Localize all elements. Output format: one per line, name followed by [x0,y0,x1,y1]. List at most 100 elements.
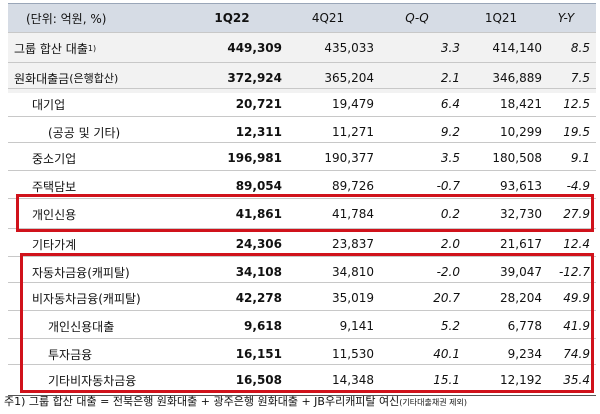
cell-yy: 49.9 [563,291,590,305]
cell-4q21: 190,377 [324,151,374,165]
cell-yy: 8.5 [570,41,590,55]
row-label: 그룹 합산 대출 1) [8,33,188,63]
table-row: 기타비자동차금융 16,508 14,348 15.1 12,192 35.4 [8,364,596,396]
table-header: (단위: 억원, %) 1Q22 4Q21 Q-Q 1Q21 Y-Y [8,3,596,33]
table-row: 그룹 합산 대출 1) 449,309 435,033 3.3 414,140 8… [8,32,596,63]
cell-1q22: 42,278 [235,291,282,305]
cell-qq: 20.7 [433,291,460,305]
header-yy: Y-Y [557,11,575,25]
footnote-marker: 1) [87,43,97,53]
cell-yy: 7.5 [570,71,590,85]
cell-4q21: 41,784 [332,207,374,221]
cell-qq: 15.1 [433,373,460,387]
table-row: 주택담보 89,054 89,726 -0.7 93,613 -4.9 [8,170,596,201]
row-label: 투자금융 [48,347,93,362]
cell-yy: 74.9 [563,347,590,361]
unit-label: (단위: 억원, %) [26,11,107,26]
cell-4q21: 34,810 [332,265,374,279]
table-row: (공공 및 기타) 12,311 11,271 9.2 10,299 19.5 [8,116,596,147]
table-row: 자동차금융(캐피탈) 34,108 34,810 -2.0 39,047 -12… [8,256,596,287]
cell-1q22: 89,054 [235,179,282,193]
cell-qq: 2.0 [440,237,460,251]
cell-yy: 12.4 [563,237,590,251]
cell-1q21: 10,299 [500,125,542,139]
header-1q22: 1Q22 [214,11,250,25]
cell-1q21: 180,508 [492,151,542,165]
row-label: 기타비자동차금융 [48,373,137,388]
cell-1q22: 12,311 [235,125,282,139]
cell-qq: 2.1 [440,71,460,85]
row-label-text: 그룹 합산 대출 [14,41,88,56]
cell-qq: 3.3 [440,41,460,55]
cell-1q22: 372,924 [227,71,282,85]
cell-yy: 41.9 [563,319,590,333]
cell-1q22: 34,108 [235,265,282,279]
cell-4q21: 35,019 [332,291,374,305]
cell-4q21: 19,479 [332,97,374,111]
footnote: 주1) 그룹 합산 대출 = 전북은행 원화대출 + 광주은행 원화대출 + J… [4,393,467,409]
cell-1q21: 39,047 [500,265,542,279]
cell-1q21: 18,421 [500,97,542,111]
cell-qq: 6.4 [440,97,460,111]
row-label: (공공 및 기타) [48,125,121,140]
row-label: 주택담보 [32,179,77,194]
footnote-small-text: (기타대출채권 제외) [399,398,467,407]
cell-qq: -0.7 [436,179,460,193]
cell-1q22: 24,306 [235,237,282,251]
row-label: 개인신용 [32,207,77,222]
cell-1q22: 41,861 [235,207,282,221]
table-row: 투자금융 16,151 11,530 40.1 9,234 74.9 [8,338,596,369]
cell-yy: 9.1 [570,151,590,165]
table-row: 원화대출금 (은행합산) 372,924 365,204 2.1 346,889 … [8,62,596,93]
row-label-suffix: (은행합산) [69,72,119,85]
cell-yy: 12.5 [563,97,590,111]
row-label: 원화대출금 (은행합산) [8,63,188,93]
cell-1q21: 346,889 [492,71,542,85]
cell-1q21: 93,613 [500,179,542,193]
table-row: 중소기업 196,981 190,377 3.5 180,508 9.1 [8,142,596,173]
cell-qq: -2.0 [436,265,460,279]
table-row: 개인신용 41,861 41,784 0.2 32,730 27.9 [8,198,596,229]
row-label: 대기업 [32,97,66,112]
cell-1q21: 21,617 [500,237,542,251]
cell-1q21: 28,204 [500,291,542,305]
header-4q21: 4Q21 [311,11,345,25]
row-label-text: 원화대출금 [14,71,70,86]
cell-1q21: 414,140 [492,41,542,55]
cell-1q22: 449,309 [227,41,282,55]
cell-4q21: 11,271 [332,125,374,139]
cell-1q22: 9,618 [244,319,282,333]
header-qq: Q-Q [405,11,429,25]
cell-qq: 0.2 [440,207,460,221]
cell-1q22: 16,508 [235,373,282,387]
cell-1q22: 20,721 [235,97,282,111]
cell-1q21: 9,234 [507,347,542,361]
table-row: 개인신용대출 9,618 9,141 5.2 6,778 41.9 [8,310,596,341]
row-label: 자동차금융(캐피탈) [32,265,130,280]
cell-yy: 35.4 [563,373,590,387]
cell-qq: 3.5 [440,151,460,165]
row-label: 개인신용대출 [48,319,115,334]
cell-4q21: 435,033 [324,41,374,55]
cell-qq: 9.2 [440,125,460,139]
cell-1q21: 6,778 [507,319,542,333]
row-label: 중소기업 [32,151,77,166]
cell-4q21: 11,530 [332,347,374,361]
cell-yy: 27.9 [563,207,590,221]
header-1q21: 1Q21 [484,11,518,25]
cell-4q21: 89,726 [332,179,374,193]
cell-qq: 40.1 [433,347,460,361]
cell-4q21: 23,837 [332,237,374,251]
cell-yy: -4.9 [566,179,590,193]
row-label: 비자동차금융(캐피탈) [32,291,141,306]
cell-4q21: 14,348 [332,373,374,387]
table-row: 기타가계 24,306 23,837 2.0 21,617 12.4 [8,228,596,259]
table-row: 비자동차금융(캐피탈) 42,278 35,019 20.7 28,204 49… [8,282,596,313]
cell-qq: 5.2 [440,319,460,333]
footnote-text: 주1) 그룹 합산 대출 = 전북은행 원화대출 + 광주은행 원화대출 + J… [4,395,400,408]
table-row: 대기업 20,721 19,479 6.4 18,421 12.5 [8,88,596,119]
cell-1q21: 32,730 [500,207,542,221]
cell-yy: 19.5 [563,125,590,139]
row-label: 기타가계 [32,237,77,252]
